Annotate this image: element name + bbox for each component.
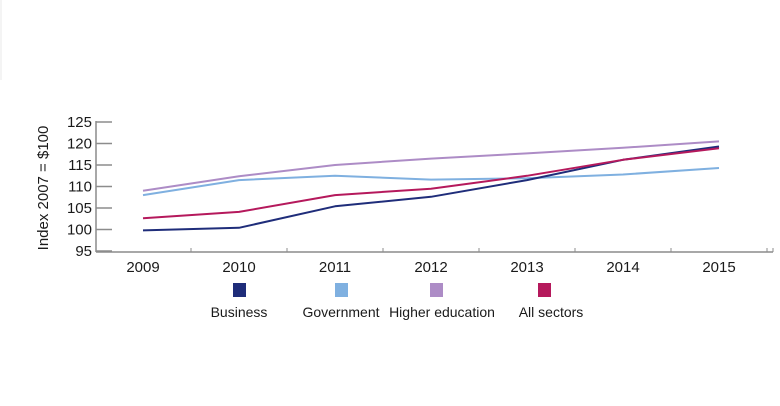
- legend-label-business: Business: [211, 304, 268, 320]
- y-tick-label: 110: [68, 179, 92, 196]
- legend-label-all-sectors: All sectors: [519, 304, 584, 320]
- y-axis-label: Index 2007 = $100: [35, 126, 52, 251]
- legend-swatch-higher-education: [430, 283, 443, 297]
- y-tick-label: 100: [67, 222, 92, 239]
- y-tick-label: 125: [67, 114, 92, 131]
- decorative-panel: [0, 0, 2, 80]
- axes: 95 100 105 110 115 120 125 2009 2010 2011 2012 2013…: [67, 114, 774, 276]
- y-tick-label: 120: [67, 136, 92, 153]
- x-tick-label: 2013: [510, 259, 543, 276]
- series-line-higher-education: [142, 140, 720, 192]
- x-tick-label: 2011: [319, 259, 351, 276]
- series-line-government: [142, 167, 720, 197]
- legend-swatch-government: [335, 283, 348, 297]
- legend-swatch-all-sectors: [538, 283, 551, 297]
- legend-label-government: Government: [302, 304, 379, 320]
- y-tick-label: 95: [75, 243, 92, 260]
- y-tick-label: 115: [68, 157, 92, 174]
- x-tick-label: 2012: [414, 259, 447, 276]
- series-lines: [142, 140, 720, 232]
- legend-label-higher-education: Higher education: [389, 304, 495, 320]
- x-tick-label: 2009: [126, 259, 159, 276]
- x-tick-label: 2010: [222, 259, 255, 276]
- legend-swatch-business: [233, 283, 246, 297]
- y-tick-label: 105: [67, 200, 92, 217]
- legend: Business Government Higher education All se…: [211, 283, 584, 320]
- x-tick-label: 2014: [606, 259, 639, 276]
- x-tick-label: 2015: [702, 259, 735, 276]
- series-line-all-sectors: [142, 147, 720, 220]
